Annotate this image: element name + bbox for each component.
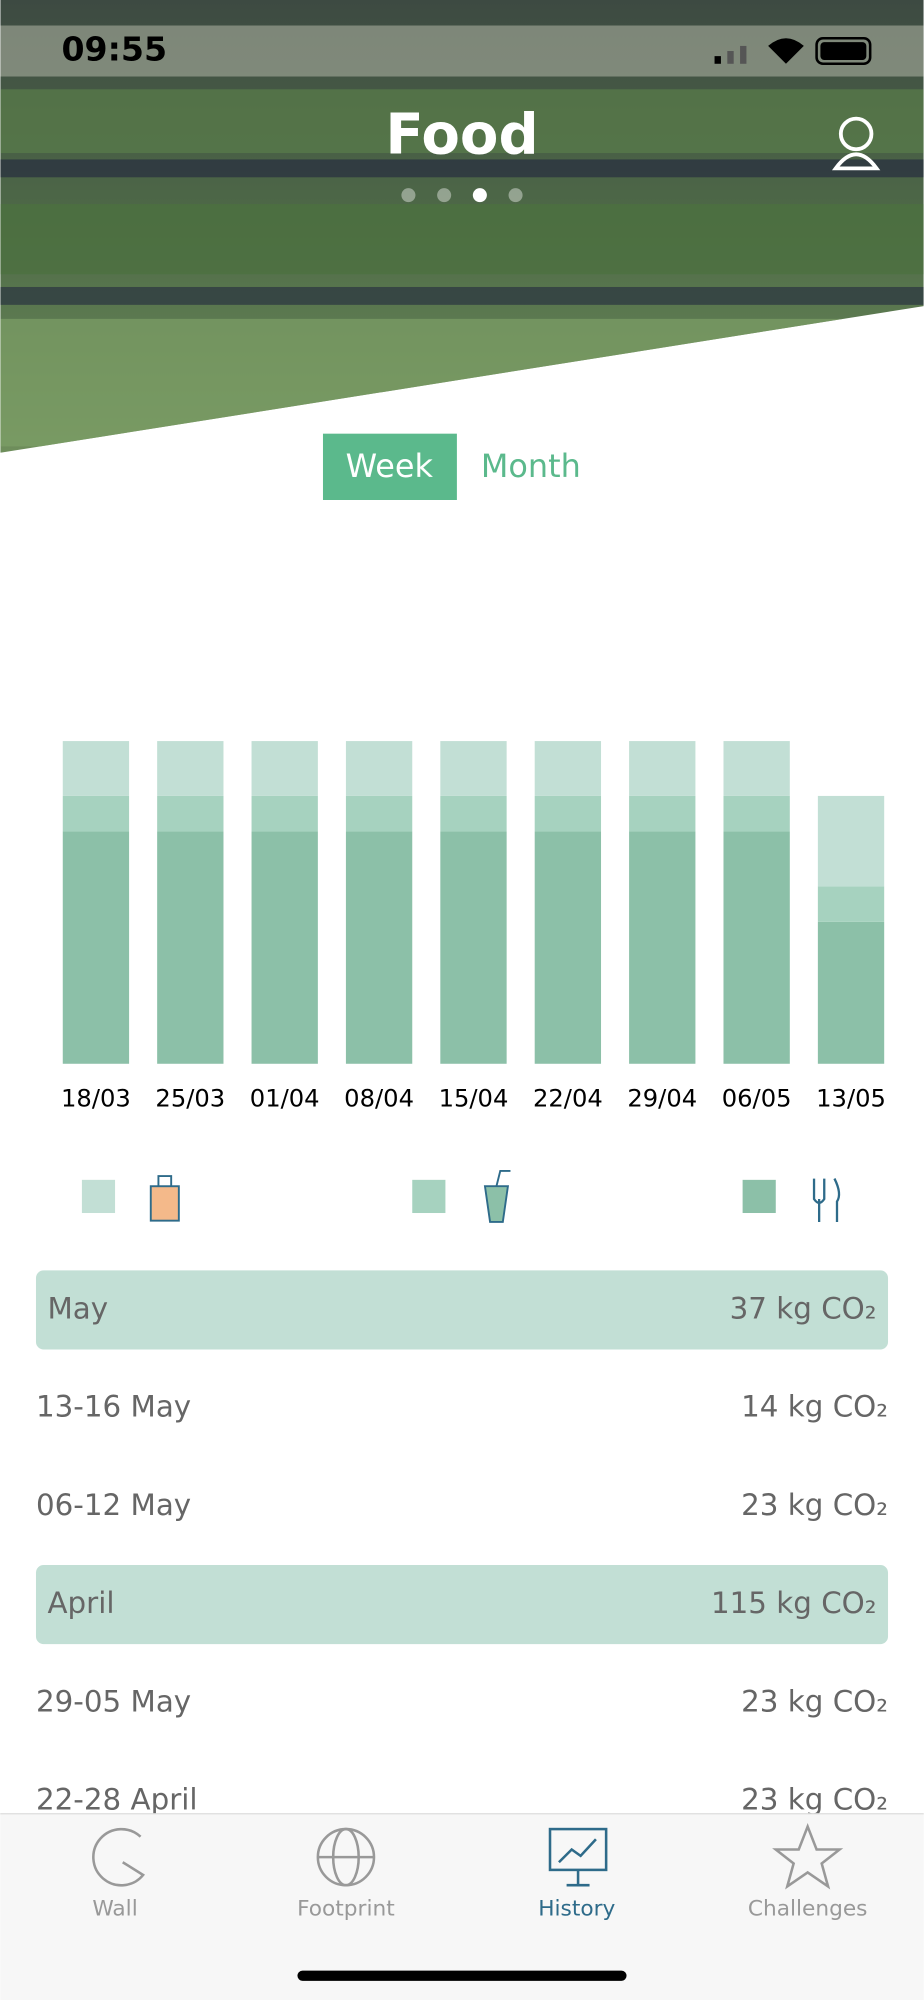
bar-segment <box>817 921 885 1064</box>
bar-segment <box>534 831 602 1064</box>
x-tick-label: 18/03 <box>61 1084 131 1112</box>
x-tick-label: 06/05 <box>722 1084 792 1112</box>
legend <box>81 1169 841 1223</box>
legend-swatch <box>742 1179 776 1214</box>
row-label: April <box>47 1586 114 1620</box>
row-label: May <box>47 1291 108 1325</box>
bar-segment <box>62 831 130 1064</box>
legend-swatch <box>81 1179 116 1214</box>
bar-segment <box>251 831 318 1064</box>
legend-swatch <box>412 1179 446 1214</box>
bar-segment <box>817 795 885 887</box>
row-label: 29-05 May <box>36 1684 191 1718</box>
x-tick-label: 01/04 <box>250 1084 320 1112</box>
bar-segment <box>345 741 413 796</box>
bar-segment <box>440 795 507 832</box>
bar-segment <box>440 831 507 1064</box>
bar-segment <box>62 741 130 796</box>
bar-segment <box>534 795 602 832</box>
row-label: 13-16 May <box>36 1390 191 1424</box>
bar-segment <box>251 795 318 832</box>
row-value: 115 kg CO₂ <box>711 1586 877 1620</box>
header-image <box>0 0 924 453</box>
shopping-icon <box>149 1175 180 1222</box>
bar-segment <box>157 795 224 832</box>
period-tab[interactable]: Month <box>481 447 581 485</box>
x-tick-label: 29/04 <box>627 1084 697 1112</box>
x-tick-label: 15/04 <box>439 1084 509 1112</box>
bar-segment <box>62 795 130 832</box>
row-label: 22-28 April <box>36 1783 198 1817</box>
bar-segment <box>629 831 696 1064</box>
row-value: 23 kg CO₂ <box>741 1684 888 1718</box>
cutlery-icon <box>812 1178 841 1222</box>
period-tab[interactable]: Week <box>346 447 434 485</box>
tab-bar-label[interactable]: Challenges <box>748 1896 868 1921</box>
bar-segment <box>817 886 885 922</box>
x-tick-label: 08/04 <box>344 1084 414 1112</box>
bar-segment <box>157 741 224 796</box>
bar-segment <box>345 795 413 832</box>
status-icons <box>714 36 872 66</box>
status-time: 09:55 <box>61 30 167 69</box>
page-dot <box>401 188 416 203</box>
bar-segment <box>723 795 790 832</box>
bar-segment <box>723 741 790 796</box>
row-label: 06-12 May <box>36 1488 191 1522</box>
page-dot <box>437 188 452 203</box>
x-tick-label: 13/05 <box>816 1084 886 1112</box>
page-dot <box>508 188 523 203</box>
tab-icons <box>92 1823 844 1890</box>
x-tick-label: 25/03 <box>155 1084 225 1112</box>
row-value: 23 kg CO₂ <box>741 1488 888 1522</box>
profile-icon[interactable] <box>831 116 881 171</box>
tab-bar-label[interactable]: Wall <box>92 1896 137 1921</box>
bar-segment <box>534 741 602 796</box>
tab-bar-label[interactable]: Footprint <box>297 1896 395 1921</box>
tab-selected-bg <box>322 433 457 500</box>
bar-segment <box>629 741 696 796</box>
bar-segment <box>440 741 507 796</box>
row-value: 14 kg CO₂ <box>741 1390 888 1424</box>
tab-bar-label[interactable]: History <box>538 1896 615 1921</box>
row-value: 37 kg CO₂ <box>730 1291 877 1325</box>
header-title: Food <box>385 102 538 167</box>
bar-segment <box>345 831 413 1064</box>
bar-segment <box>157 831 224 1064</box>
home-indicator <box>297 1970 627 1981</box>
bar-segment <box>723 831 790 1064</box>
drink-icon <box>483 1169 511 1223</box>
x-tick-label: 22/04 <box>533 1084 603 1112</box>
bar-segment <box>629 795 696 832</box>
row-value: 23 kg CO₂ <box>741 1783 888 1817</box>
month-row-bg <box>35 1565 889 1645</box>
page-dot <box>472 188 487 203</box>
month-row-bg <box>35 1270 889 1350</box>
bar-segment <box>251 741 318 796</box>
tab-bar <box>0 1813 924 2000</box>
